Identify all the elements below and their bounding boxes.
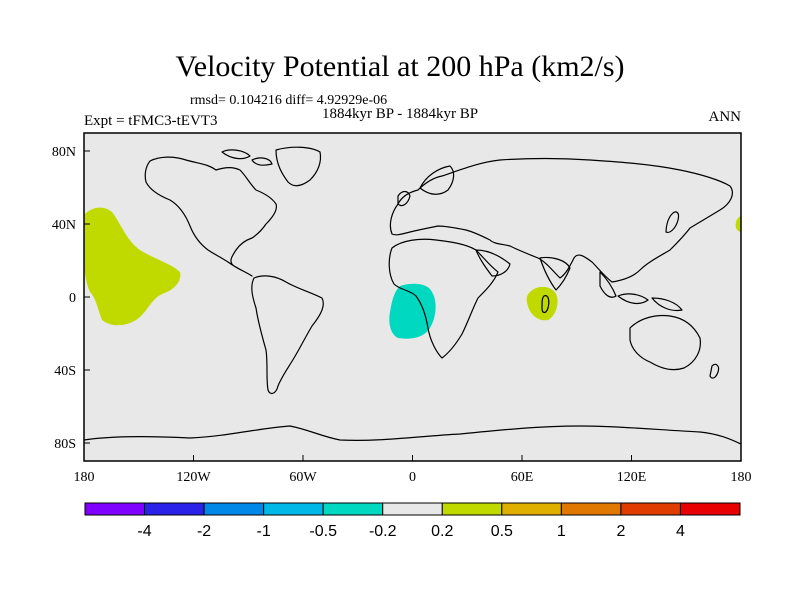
anomaly-west-africa	[389, 283, 436, 339]
colorbar-label: 4	[676, 523, 685, 540]
coast-antarctica	[84, 425, 741, 445]
colorbar-swatch	[679, 502, 741, 516]
coast-arabia	[475, 249, 511, 277]
lat-label: 40S	[54, 364, 76, 379]
colorbar-swatch	[144, 502, 205, 516]
coast-canadian-islands	[221, 149, 273, 166]
coast-madagascar	[541, 295, 550, 314]
lat-label: 40N	[52, 218, 76, 233]
lon-label: 120E	[617, 470, 647, 485]
lon-label: 180	[74, 470, 95, 485]
colorbar-label: -0.5	[309, 523, 337, 540]
lon-label: 180	[731, 470, 752, 485]
lon-label: 0	[409, 470, 416, 485]
colorbar-swatch	[501, 502, 562, 516]
anomaly-central-pacific	[84, 207, 181, 326]
colorbar-label: -2	[197, 523, 211, 540]
coast-eurasia	[389, 157, 733, 283]
lon-labels: 180 120W 60W 0 60E 120E 180	[74, 470, 752, 485]
colorbar-label: -1	[257, 523, 271, 540]
axis-ticks	[83, 150, 742, 461]
colorbar-label: -0.2	[369, 523, 397, 540]
colorbar-label: 1	[557, 523, 566, 540]
lat-label: 80N	[52, 145, 76, 160]
coast-southeast-asia	[599, 271, 683, 312]
lat-label: 80S	[54, 437, 76, 452]
coast-greenland	[275, 146, 322, 187]
experiment-label: Expt = tFMC3-tEVT3	[84, 113, 218, 129]
stats-text: rmsd= 0.104216 diff= 4.92929e-06	[190, 93, 388, 108]
lon-label: 60E	[511, 470, 534, 485]
colorbar-label: 0.5	[491, 523, 513, 540]
colorbar-swatch	[620, 502, 681, 516]
lat-labels: 80N 40N 0 40S 80S	[52, 145, 76, 452]
period-subtitle: 1884kyr BP - 1884kyr BP	[322, 106, 479, 122]
coast-africa	[388, 238, 499, 359]
anomaly-dateline-edge	[735, 216, 741, 232]
coast-australia	[629, 314, 701, 371]
colorbar-label: 0.2	[431, 523, 453, 540]
colorbar-label: 2	[616, 523, 625, 540]
colorbar-swatch	[382, 502, 443, 516]
colorbar-swatch	[203, 502, 265, 516]
colorbar: -4 -2 -1 -0.5 -0.2 0.2 0.5 1 2 4	[84, 502, 741, 540]
colorbar-swatch	[560, 502, 622, 516]
coast-scandinavia	[419, 165, 455, 195]
colorbar-swatch	[263, 502, 324, 516]
coast-new-zealand	[709, 363, 720, 379]
season-label: ANN	[708, 109, 742, 125]
colorbar-swatch	[441, 502, 503, 516]
colorbar-swatch	[322, 502, 384, 516]
coast-india	[539, 256, 571, 291]
coast-britain	[397, 190, 411, 207]
coast-south-america	[251, 275, 324, 395]
map-title: Velocity Potential at 200 hPa (km2/s)	[175, 50, 625, 83]
colorbar-label: -4	[137, 523, 151, 540]
colorbar-swatch	[84, 502, 146, 516]
lon-label: 60W	[289, 470, 317, 485]
lat-label: 0	[69, 291, 76, 306]
coastlines	[84, 146, 741, 445]
coast-japan	[665, 211, 680, 233]
coast-north-america	[144, 156, 277, 277]
lon-label: 120W	[176, 470, 211, 485]
